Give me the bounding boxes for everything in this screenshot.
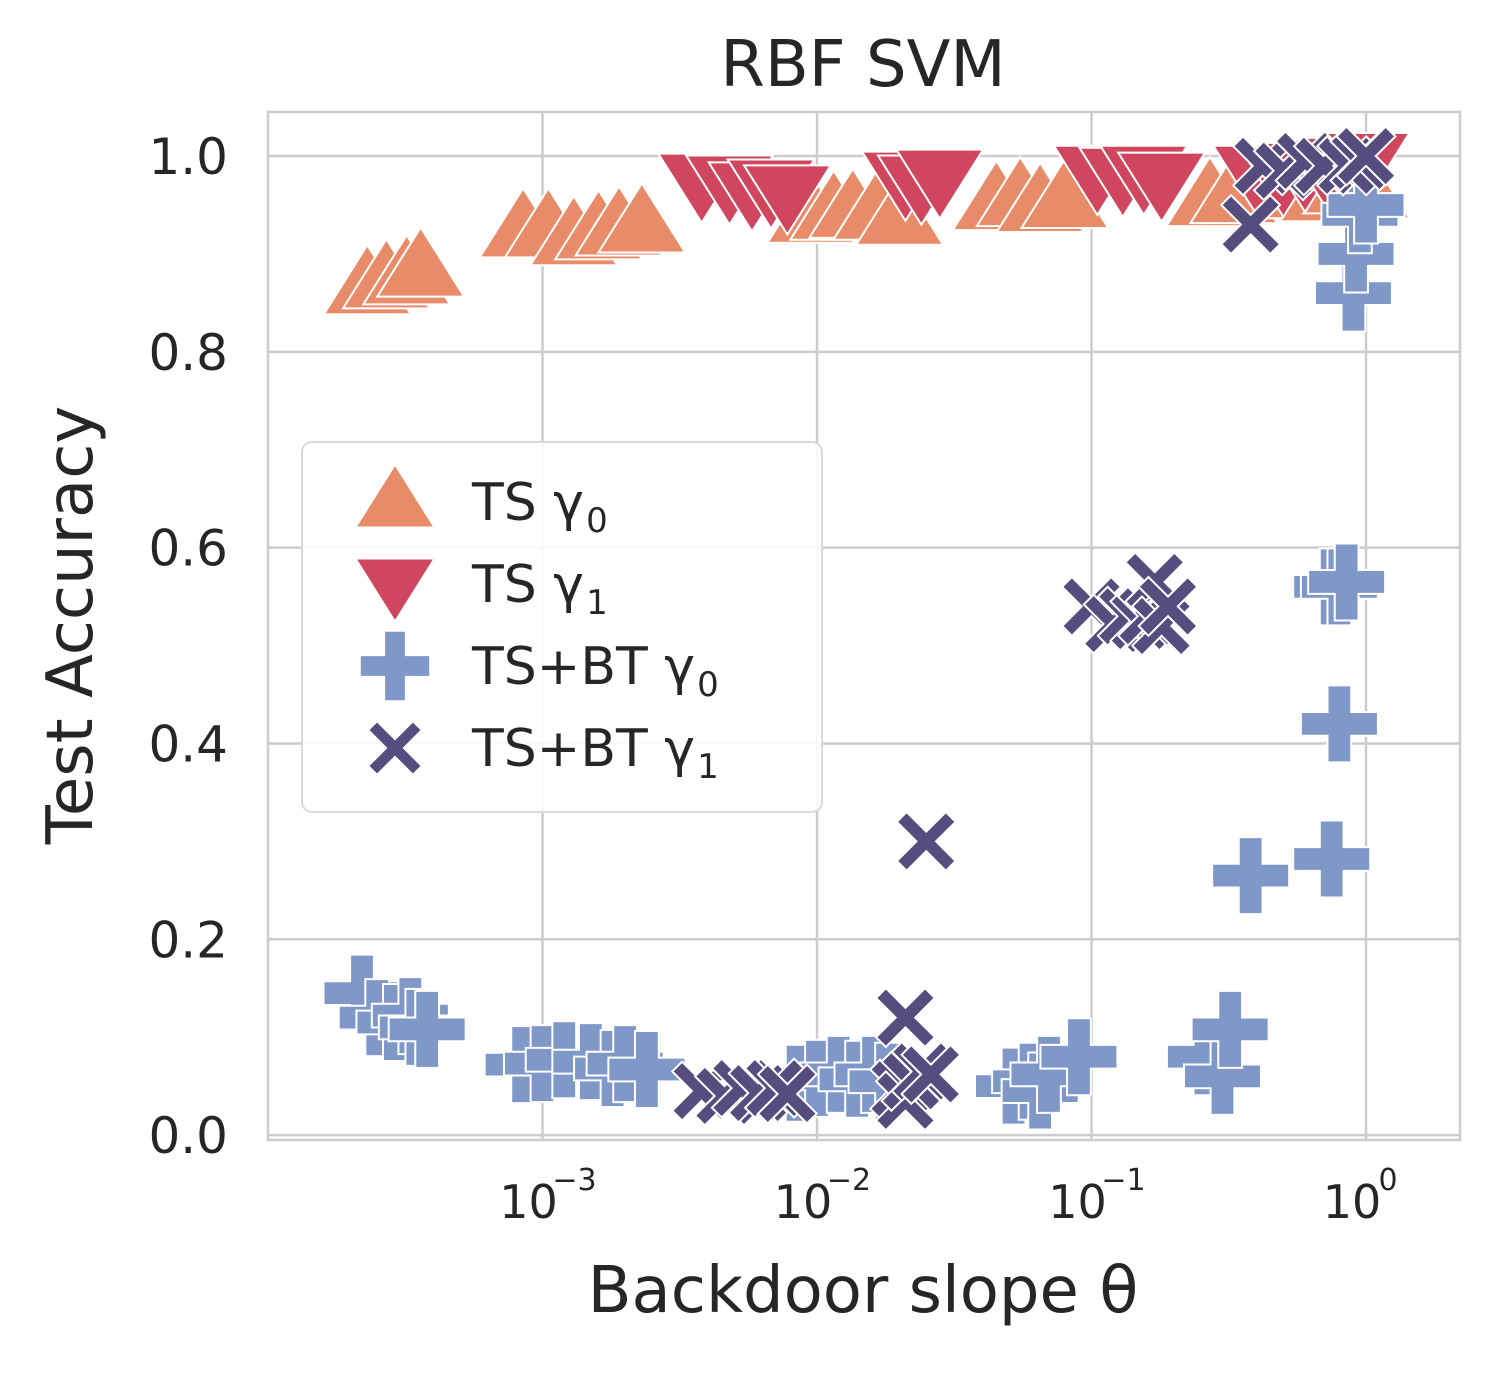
y-tick-label: 0.2 [148, 911, 228, 969]
ts-bt-gamma1-point [900, 1043, 962, 1106]
legend-label: TS γ [471, 473, 584, 533]
ts-bt-gamma0-point [607, 1030, 687, 1110]
y-tick-label: 0.0 [148, 1107, 228, 1165]
ts-bt-gamma1-point [874, 986, 937, 1049]
x-axis-label: Backdoor slope θ [588, 1254, 1139, 1328]
x-tick-exponent: 0 [1378, 1163, 1397, 1198]
ts-bt-gamma0-point [1190, 989, 1270, 1069]
legend-label: TS+BT γ [471, 719, 695, 779]
ts-bt-gamma0-point [1292, 819, 1372, 899]
y-tick-label: 0.8 [148, 324, 228, 382]
ts-bt-gamma1-point [895, 810, 958, 873]
y-tick-label: 0.6 [148, 520, 228, 578]
ts-gamma1-point [1116, 151, 1207, 224]
legend-box [301, 441, 823, 813]
x-tick-exponent: −2 [827, 1163, 871, 1198]
ts-bt-gamma0-point [387, 989, 467, 1069]
data-points [322, 125, 1412, 1132]
x-tick-label: 10 [1048, 1175, 1107, 1229]
ts-bt-gamma1-point [1137, 575, 1199, 638]
ts-bt-gamma0-point [1039, 1017, 1119, 1097]
legend-marker-triangle-down [353, 557, 437, 624]
legend-label: TS γ [471, 555, 584, 615]
ts-bt-gamma1-point [1335, 125, 1397, 187]
x-tick-exponent: −1 [1101, 1163, 1145, 1198]
legend-label-subscript: 1 [586, 583, 608, 623]
y-tick-label: 1.0 [148, 128, 228, 186]
x-tick-exponent: −3 [552, 1163, 596, 1198]
ts-bt-gamma1-point [756, 1063, 819, 1125]
ts-bt-gamma0-point [1211, 836, 1291, 916]
legend-label-subscript: 0 [586, 501, 608, 541]
y-tick-labels: 0.0 0.2 0.4 0.6 0.8 1.0 [148, 128, 228, 1165]
ts-bt-gamma0-point [1307, 542, 1387, 622]
x-tick-label: 10 [499, 1175, 558, 1229]
y-axis-label: Test Accuracy [34, 406, 108, 846]
legend-label-subscript: 0 [697, 665, 719, 705]
legend-label-subscript: 1 [697, 747, 719, 787]
ts-gamma1-point [894, 148, 985, 221]
legend-marker-plus [358, 629, 432, 703]
plot-area-frame [266, 110, 1462, 1142]
legend-marker-triangle-up [353, 462, 437, 529]
chart-title: RBF SVM [720, 28, 1005, 102]
ts-gamma0-point [375, 225, 466, 298]
y-tick-label: 0.4 [148, 715, 228, 773]
ts-gamma0-point [596, 181, 688, 254]
legend-marker-x [366, 719, 424, 777]
x-tick-labels: 10−3 10−2 10−1 100 [499, 1163, 1397, 1229]
x-tick-label: 10 [1323, 1175, 1382, 1229]
ts-bt-gamma0-point [1299, 684, 1379, 764]
legend-label: TS+BT γ [471, 637, 695, 697]
ts-gamma1-point [742, 164, 833, 237]
ts-bt-gamma1-point [1219, 193, 1282, 256]
x-tick-label: 10 [774, 1175, 833, 1229]
